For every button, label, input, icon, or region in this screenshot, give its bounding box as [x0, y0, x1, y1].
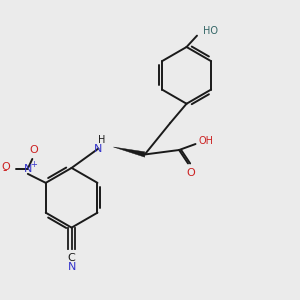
- Text: N: N: [24, 164, 32, 173]
- Text: H: H: [98, 135, 105, 146]
- Polygon shape: [113, 147, 145, 157]
- Text: +: +: [30, 160, 37, 169]
- Text: HO: HO: [203, 26, 218, 37]
- Text: OH: OH: [199, 136, 214, 146]
- Text: O: O: [29, 146, 38, 155]
- Text: C: C: [68, 253, 76, 263]
- Text: N: N: [68, 262, 76, 272]
- Text: N: N: [94, 143, 103, 154]
- Text: O: O: [1, 162, 10, 172]
- Text: -: -: [3, 164, 7, 177]
- Text: O: O: [186, 168, 195, 178]
